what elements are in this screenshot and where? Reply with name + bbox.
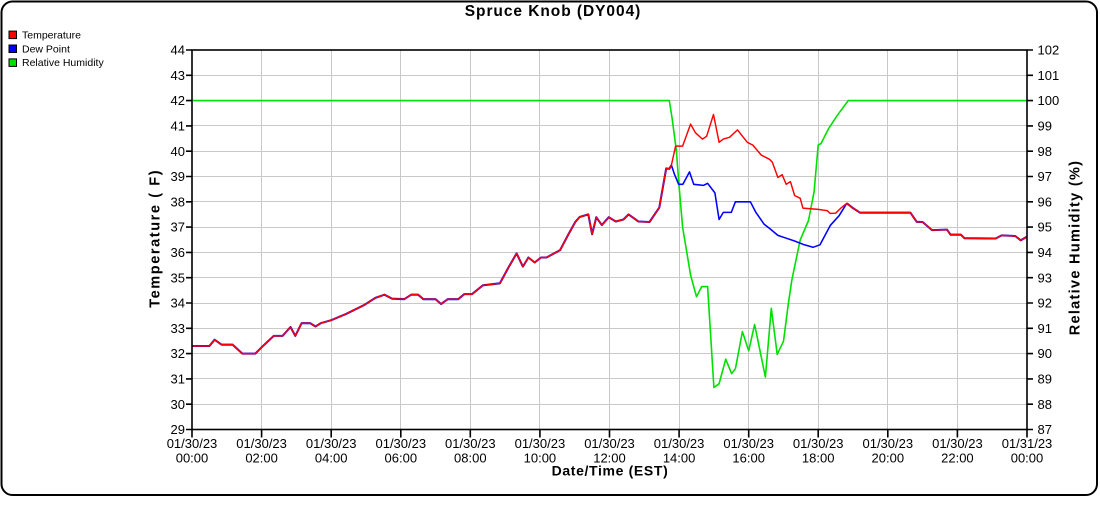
- svg-text:01/31/23: 01/31/23: [1002, 436, 1053, 451]
- svg-text:89: 89: [1038, 372, 1052, 387]
- svg-text:40: 40: [171, 144, 185, 159]
- svg-text:90: 90: [1038, 346, 1052, 361]
- svg-text:96: 96: [1038, 194, 1052, 209]
- svg-text:01/30/23: 01/30/23: [723, 436, 774, 451]
- svg-text:00:00: 00:00: [1011, 451, 1044, 466]
- svg-text:34: 34: [171, 296, 185, 311]
- svg-text:Spruce Knob (DY004): Spruce Knob (DY004): [465, 3, 642, 20]
- svg-text:02:00: 02:00: [245, 451, 278, 466]
- svg-text:91: 91: [1038, 321, 1052, 336]
- svg-text:Temperature ( F): Temperature ( F): [148, 169, 164, 308]
- svg-text:01/30/23: 01/30/23: [445, 436, 496, 451]
- svg-text:37: 37: [171, 220, 185, 235]
- svg-text:29: 29: [171, 422, 185, 437]
- svg-text:43: 43: [171, 68, 185, 83]
- svg-text:31: 31: [171, 372, 185, 387]
- svg-text:04:00: 04:00: [315, 451, 348, 466]
- svg-text:92: 92: [1038, 296, 1052, 311]
- svg-text:01/30/23: 01/30/23: [515, 436, 566, 451]
- svg-text:100: 100: [1038, 93, 1060, 108]
- svg-text:Relative Humidity (%): Relative Humidity (%): [1068, 160, 1084, 336]
- svg-text:35: 35: [171, 270, 185, 285]
- svg-text:01/30/23: 01/30/23: [932, 436, 983, 451]
- svg-text:01/30/23: 01/30/23: [236, 436, 287, 451]
- svg-text:39: 39: [171, 169, 185, 184]
- svg-text:06:00: 06:00: [385, 451, 418, 466]
- svg-text:01/30/23: 01/30/23: [584, 436, 635, 451]
- svg-text:08:00: 08:00: [454, 451, 487, 466]
- svg-text:Date/Time (EST): Date/Time (EST): [552, 463, 669, 479]
- svg-text:01/30/23: 01/30/23: [793, 436, 844, 451]
- svg-text:87: 87: [1038, 422, 1052, 437]
- svg-text:01/30/23: 01/30/23: [306, 436, 357, 451]
- svg-text:12:00: 12:00: [593, 451, 626, 466]
- svg-text:01/30/23: 01/30/23: [654, 436, 705, 451]
- svg-text:01/30/23: 01/30/23: [375, 436, 426, 451]
- svg-text:16:00: 16:00: [732, 451, 765, 466]
- svg-text:32: 32: [171, 346, 185, 361]
- svg-text:98: 98: [1038, 144, 1052, 159]
- svg-text:94: 94: [1038, 245, 1052, 260]
- svg-text:93: 93: [1038, 270, 1052, 285]
- svg-text:Temperature: Temperature: [22, 29, 81, 41]
- svg-text:01/30/23: 01/30/23: [862, 436, 913, 451]
- svg-text:10:00: 10:00: [524, 451, 557, 466]
- svg-text:95: 95: [1038, 220, 1052, 235]
- svg-text:14:00: 14:00: [663, 451, 696, 466]
- svg-text:20:00: 20:00: [872, 451, 905, 466]
- svg-text:01/30/23: 01/30/23: [167, 436, 218, 451]
- svg-text:00:00: 00:00: [176, 451, 209, 466]
- svg-text:33: 33: [171, 321, 185, 336]
- svg-text:44: 44: [171, 43, 185, 58]
- svg-text:88: 88: [1038, 397, 1052, 412]
- svg-text:42: 42: [171, 93, 185, 108]
- svg-text:101: 101: [1038, 68, 1060, 83]
- svg-text:30: 30: [171, 397, 185, 412]
- svg-text:38: 38: [171, 194, 185, 209]
- svg-text:22:00: 22:00: [941, 451, 974, 466]
- svg-text:Relative Humidity: Relative Humidity: [22, 57, 104, 69]
- svg-text:18:00: 18:00: [802, 451, 835, 466]
- svg-text:102: 102: [1038, 43, 1060, 58]
- svg-text:99: 99: [1038, 119, 1052, 134]
- svg-text:36: 36: [171, 245, 185, 260]
- svg-text:97: 97: [1038, 169, 1052, 184]
- svg-text:Dew Point: Dew Point: [22, 43, 70, 55]
- svg-text:41: 41: [171, 119, 185, 134]
